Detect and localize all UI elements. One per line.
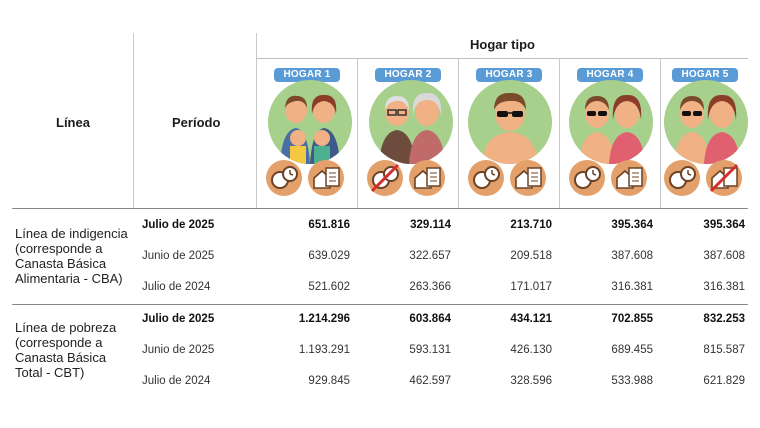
house-document-icon — [308, 160, 344, 196]
hogar-5-couple-icon — [664, 80, 748, 164]
value-cell: 213.710 — [510, 219, 552, 231]
owner-clock-icon-struck — [367, 160, 403, 196]
value-cell: 329.114 — [410, 219, 451, 231]
house-document-icon — [409, 160, 445, 196]
value-cell: 702.855 — [611, 313, 653, 325]
hogar-5-badge: HOGAR 5 — [672, 68, 738, 82]
divider-hogar-4 — [559, 58, 560, 208]
value-cell: 593.131 — [409, 344, 451, 356]
periodo-cell: Julio de 2024 — [142, 375, 211, 387]
value-cell: 387.608 — [703, 250, 745, 262]
periodo-cell: Junio de 2025 — [142, 344, 215, 356]
hogar-1-attributes — [266, 160, 348, 198]
hogar-1-badge: HOGAR 1 — [274, 68, 340, 82]
value-cell: 1.214.296 — [298, 313, 350, 325]
value-cell: 621.829 — [703, 375, 745, 387]
value-cell: 603.864 — [409, 313, 451, 325]
divider-periodo-hogares — [256, 33, 257, 208]
value-cell: 462.597 — [409, 375, 451, 387]
divider-hogar-3 — [458, 58, 459, 208]
section-indigencia-label: Línea de indigencia (corresponde a Canas… — [15, 226, 128, 286]
hogar-2-attributes — [367, 160, 449, 198]
hogar-5-attributes — [664, 160, 746, 198]
value-cell: 639.029 — [308, 250, 350, 262]
hogar-1-family-icon — [268, 80, 352, 164]
house-document-icon — [611, 160, 647, 196]
value-cell: 209.518 — [510, 250, 552, 262]
divider-hogar-2 — [357, 58, 358, 208]
value-cell: 395.364 — [703, 219, 745, 231]
periodo-cell: Julio de 2025 — [142, 313, 215, 325]
value-cell: 533.988 — [611, 375, 653, 387]
value-cell: 395.364 — [611, 219, 653, 231]
header-periodo: Período — [172, 115, 221, 130]
hogar-3-attributes — [468, 160, 550, 198]
owner-clock-icon — [468, 160, 504, 196]
value-cell: 387.608 — [611, 250, 653, 262]
value-cell: 263.366 — [409, 281, 451, 293]
hogar-4-badge: HOGAR 4 — [577, 68, 643, 82]
divider-linea-periodo — [133, 33, 134, 208]
periodo-cell: Julio de 2025 — [142, 219, 215, 231]
value-cell: 328.596 — [510, 375, 552, 387]
owner-clock-icon — [664, 160, 700, 196]
value-cell: 1.193.291 — [298, 344, 350, 356]
value-cell: 434.121 — [510, 313, 552, 325]
value-cell: 171.017 — [510, 281, 552, 293]
header-linea: Línea — [56, 115, 90, 130]
hogar-2-badge: HOGAR 2 — [375, 68, 441, 82]
hogar-2-elderly-couple-icon — [369, 80, 453, 164]
value-cell: 322.657 — [409, 250, 451, 262]
value-cell: 815.587 — [703, 344, 745, 356]
hogar-4-attributes — [569, 160, 651, 198]
divider-hogar-tipo — [256, 58, 748, 59]
periodo-cell: Julio de 2024 — [142, 281, 211, 293]
owner-clock-icon — [569, 160, 605, 196]
value-cell: 426.130 — [510, 344, 552, 356]
section-pobreza-label: Línea de pobreza (corresponde a Canasta … — [15, 320, 117, 380]
section-divider — [12, 304, 748, 305]
header-hogar-tipo: Hogar tipo — [470, 37, 535, 52]
owner-clock-icon — [266, 160, 302, 196]
hogar-4-couple-icon — [569, 80, 653, 164]
value-cell: 651.816 — [308, 219, 350, 231]
periodo-cell: Junio de 2025 — [142, 250, 215, 262]
value-cell: 316.381 — [611, 281, 653, 293]
value-cell: 316.381 — [703, 281, 745, 293]
value-cell: 689.455 — [611, 344, 653, 356]
divider-hogar-5 — [660, 58, 661, 208]
house-document-icon-struck — [706, 160, 742, 196]
value-cell: 521.602 — [308, 281, 350, 293]
value-cell: 929.845 — [308, 375, 350, 387]
header-bottom-rule — [12, 208, 748, 209]
value-cell: 832.253 — [703, 313, 745, 325]
hogar-3-badge: HOGAR 3 — [476, 68, 542, 82]
hogar-3-single-man-icon — [468, 80, 552, 164]
house-document-icon — [510, 160, 546, 196]
